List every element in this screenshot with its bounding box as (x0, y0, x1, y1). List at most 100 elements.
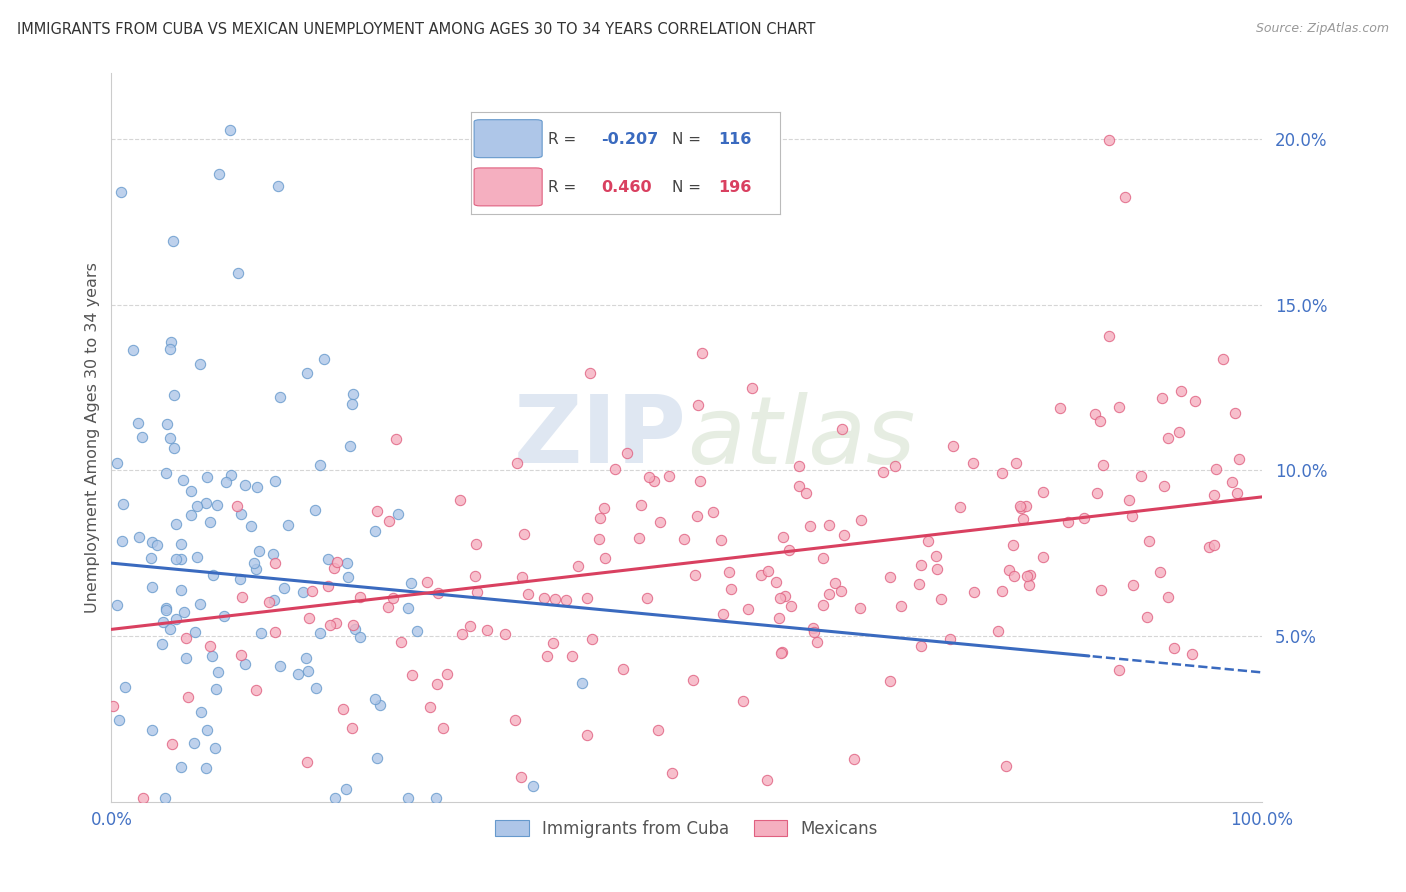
Point (110, 186, 132, 200)
Text: -0.207: -0.207 (600, 132, 658, 146)
Point (305, 681, 328, 696)
Point (183, 736, 205, 750)
Point (1153, 479, 1175, 493)
Point (1227, 452, 1250, 467)
Point (780, 599, 803, 613)
Point (1088, 414, 1111, 428)
Point (683, 568, 706, 582)
Point (201, 649, 224, 664)
Point (1157, 591, 1180, 605)
Point (162, 234, 184, 248)
Point (287, 667, 309, 681)
Point (806, 635, 828, 649)
Point (163, 441, 186, 455)
Point (658, 469, 681, 483)
Point (269, 390, 291, 404)
Point (824, 576, 846, 591)
Point (576, 728, 599, 742)
Point (1204, 538, 1226, 552)
Point (226, 266, 249, 280)
Point (917, 534, 939, 549)
Point (155, 466, 177, 480)
Point (770, 646, 793, 660)
Point (219, 123, 242, 137)
Point (991, 467, 1014, 481)
Point (475, 624, 498, 638)
Point (1118, 493, 1140, 508)
Point (831, 422, 853, 436)
Point (146, 538, 169, 552)
Point (377, 600, 399, 615)
Point (512, 570, 534, 584)
Point (1212, 351, 1234, 366)
Legend: Immigrants from Cuba, Mexicans: Immigrants from Cuba, Mexicans (489, 813, 884, 844)
Point (127, 416, 149, 430)
Point (340, 721, 363, 735)
Point (799, 518, 821, 533)
Point (426, 585, 449, 599)
Point (1017, 569, 1039, 583)
Point (426, 677, 449, 691)
Point (141, 534, 163, 549)
Point (419, 700, 441, 714)
Point (522, 779, 544, 793)
Point (1011, 512, 1033, 526)
Point (1049, 401, 1071, 416)
Point (111, 497, 134, 511)
Point (336, 569, 359, 583)
Point (247, 544, 270, 558)
Point (245, 562, 267, 576)
Point (1114, 190, 1136, 204)
Point (1002, 569, 1025, 583)
Point (832, 528, 855, 542)
Point (755, 773, 778, 788)
Point (1130, 469, 1153, 483)
Point (581, 632, 603, 647)
Point (536, 648, 558, 663)
Point (326, 555, 349, 569)
FancyBboxPatch shape (474, 120, 543, 158)
Point (269, 659, 291, 673)
Point (264, 625, 287, 640)
Point (368, 698, 391, 713)
Point (612, 662, 634, 676)
Point (264, 556, 287, 570)
Point (616, 446, 638, 460)
Point (316, 579, 339, 593)
Point (773, 589, 796, 603)
Point (1150, 391, 1173, 405)
Point (349, 630, 371, 644)
Point (1091, 458, 1114, 473)
Point (141, 551, 163, 566)
Point (183, 624, 205, 639)
Point (132, 791, 155, 805)
Point (1018, 578, 1040, 592)
Point (1057, 515, 1080, 529)
Point (105, 598, 128, 612)
Point (927, 561, 949, 575)
Point (593, 550, 616, 565)
Point (682, 673, 704, 687)
Point (159, 622, 181, 636)
Point (1090, 582, 1112, 597)
Point (987, 624, 1010, 639)
Point (246, 481, 269, 495)
Point (308, 626, 330, 640)
Point (186, 499, 208, 513)
Point (152, 615, 174, 630)
Point (105, 456, 128, 470)
Point (165, 516, 187, 531)
Point (295, 755, 318, 769)
Point (541, 636, 564, 650)
Point (336, 556, 359, 570)
Point (297, 664, 319, 678)
Text: Source: ZipAtlas.com: Source: ZipAtlas.com (1256, 22, 1389, 36)
Text: N =: N = (672, 132, 706, 146)
Text: ZIP: ZIP (513, 392, 686, 483)
Point (544, 591, 567, 606)
Point (416, 574, 439, 589)
Point (1005, 456, 1028, 470)
Point (364, 524, 387, 539)
Point (1204, 488, 1226, 502)
Point (1149, 566, 1171, 580)
